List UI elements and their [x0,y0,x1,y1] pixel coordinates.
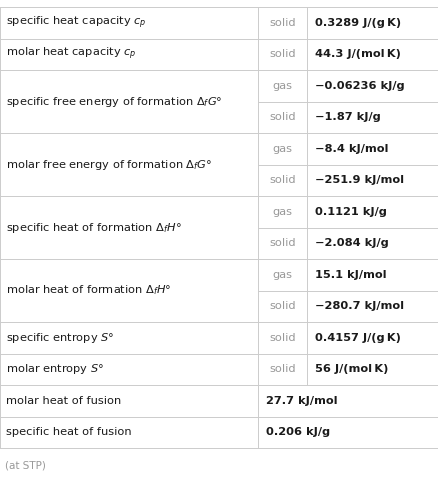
Text: molar free energy of formation $\Delta_f G°$: molar free energy of formation $\Delta_f… [6,158,212,171]
Text: 44.3 J/(mol K): 44.3 J/(mol K) [314,49,400,59]
Text: 56 J/(mol K): 56 J/(mol K) [314,364,388,374]
Text: −0.06236 kJ/g: −0.06236 kJ/g [314,81,404,91]
Text: solid: solid [269,175,295,185]
Text: solid: solid [269,49,295,59]
Text: −8.4 kJ/mol: −8.4 kJ/mol [314,144,388,154]
Text: −2.084 kJ/g: −2.084 kJ/g [314,238,388,248]
Text: solid: solid [269,301,295,311]
Text: gas: gas [272,144,292,154]
Text: molar entropy $S°$: molar entropy $S°$ [6,362,104,376]
Text: specific heat of formation $\Delta_f H°$: specific heat of formation $\Delta_f H°$ [6,220,181,235]
Text: 0.3289 J/(g K): 0.3289 J/(g K) [314,18,400,28]
Text: solid: solid [269,18,295,28]
Text: solid: solid [269,333,295,343]
Text: gas: gas [272,270,292,280]
Text: molar heat capacity $c_p$: molar heat capacity $c_p$ [6,46,136,62]
Text: 0.206 kJ/g: 0.206 kJ/g [265,427,329,437]
Text: gas: gas [272,81,292,91]
Text: specific free energy of formation $\Delta_f G°$: specific free energy of formation $\Delt… [6,94,222,109]
Text: solid: solid [269,238,295,248]
Text: solid: solid [269,112,295,122]
Text: gas: gas [272,207,292,217]
Text: −280.7 kJ/mol: −280.7 kJ/mol [314,301,403,311]
Text: −1.87 kJ/g: −1.87 kJ/g [314,112,380,122]
Text: molar heat of fusion: molar heat of fusion [6,396,121,406]
Text: specific heat capacity $c_p$: specific heat capacity $c_p$ [6,14,146,31]
Text: 15.1 kJ/mol: 15.1 kJ/mol [314,270,386,280]
Text: 27.7 kJ/mol: 27.7 kJ/mol [265,396,337,406]
Text: molar heat of formation $\Delta_f H°$: molar heat of formation $\Delta_f H°$ [6,284,171,297]
Text: (at STP): (at STP) [5,460,46,470]
Text: 0.4157 J/(g K): 0.4157 J/(g K) [314,333,400,343]
Text: −251.9 kJ/mol: −251.9 kJ/mol [314,175,403,185]
Text: 0.1121 kJ/g: 0.1121 kJ/g [314,207,386,217]
Text: specific heat of fusion: specific heat of fusion [6,427,131,437]
Text: specific entropy $S°$: specific entropy $S°$ [6,331,114,345]
Text: solid: solid [269,364,295,374]
